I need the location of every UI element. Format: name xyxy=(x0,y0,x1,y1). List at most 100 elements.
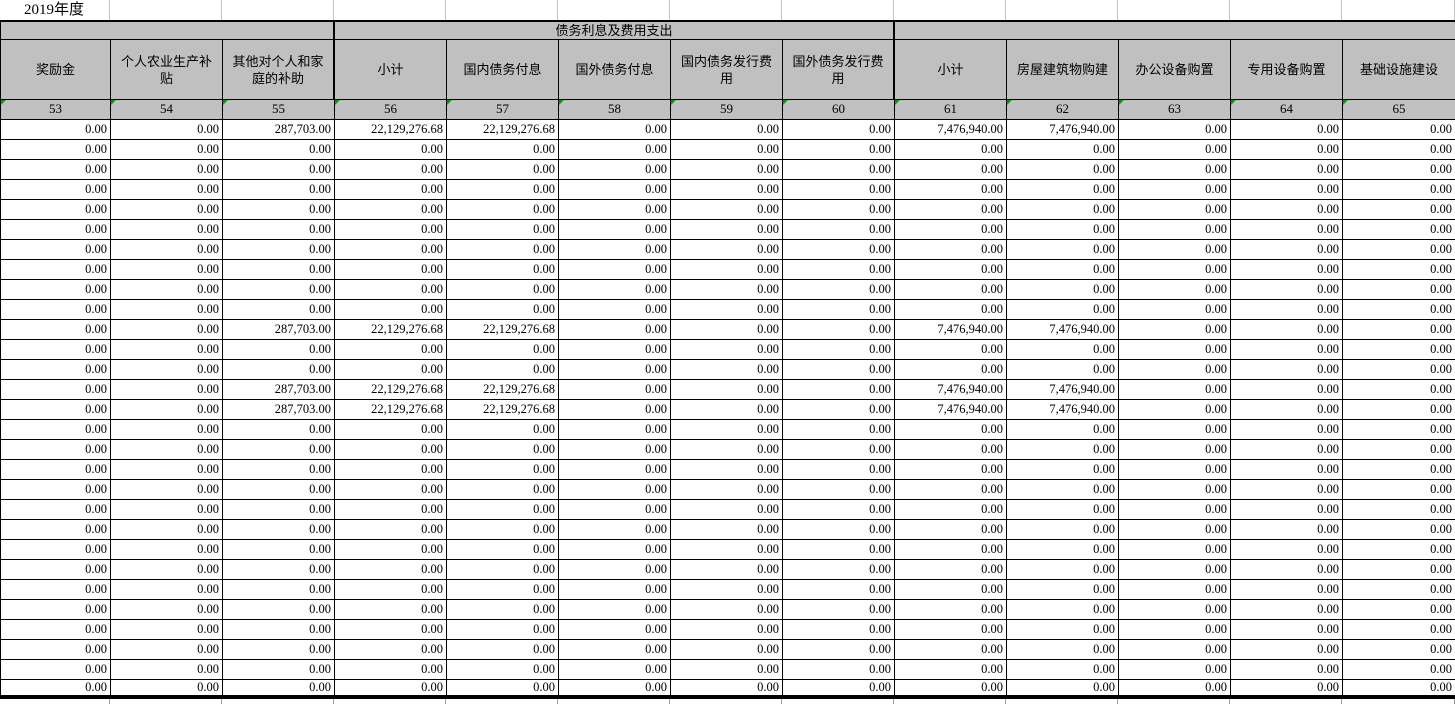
data-cell[interactable]: 0.00 xyxy=(335,360,447,380)
data-cell[interactable]: 0.00 xyxy=(223,220,335,240)
data-cell[interactable]: 0.00 xyxy=(1343,440,1455,460)
data-cell[interactable]: 0.00 xyxy=(783,560,895,580)
data-cell[interactable]: 0.00 xyxy=(1343,340,1455,360)
data-cell[interactable]: 0.00 xyxy=(559,360,671,380)
data-cell[interactable]: 0.00 xyxy=(1007,600,1119,620)
data-cell[interactable]: 0.00 xyxy=(1007,280,1119,300)
data-cell[interactable]: 0.00 xyxy=(223,540,335,560)
data-cell[interactable]: 0.00 xyxy=(335,220,447,240)
column-number-59[interactable]: 59 xyxy=(671,100,783,120)
data-cell[interactable]: 0.00 xyxy=(1231,320,1343,340)
data-cell[interactable]: 0.00 xyxy=(1007,300,1119,320)
data-cell[interactable]: 0.00 xyxy=(895,500,1007,520)
data-cell[interactable]: 0.00 xyxy=(1343,580,1455,600)
data-cell[interactable]: 0.00 xyxy=(1007,260,1119,280)
data-cell[interactable]: 0.00 xyxy=(1231,680,1343,696)
data-cell[interactable]: 0.00 xyxy=(1,320,111,340)
data-cell[interactable]: 0.00 xyxy=(1119,380,1231,400)
data-cell[interactable]: 0.00 xyxy=(223,180,335,200)
data-cell[interactable]: 0.00 xyxy=(559,200,671,220)
data-cell[interactable]: 0.00 xyxy=(1119,680,1231,696)
data-cell[interactable]: 0.00 xyxy=(1119,640,1231,660)
data-cell[interactable]: 0.00 xyxy=(1007,360,1119,380)
data-cell[interactable]: 0.00 xyxy=(335,620,447,640)
data-cell[interactable]: 0.00 xyxy=(671,460,783,480)
data-cell[interactable]: 0.00 xyxy=(559,180,671,200)
data-cell[interactable]: 22,129,276.68 xyxy=(335,320,447,340)
data-cell[interactable]: 0.00 xyxy=(559,600,671,620)
data-cell[interactable]: 0.00 xyxy=(1119,440,1231,460)
data-cell[interactable]: 0.00 xyxy=(335,560,447,580)
data-cell[interactable]: 0.00 xyxy=(671,500,783,520)
data-cell[interactable]: 0.00 xyxy=(447,580,559,600)
data-cell[interactable]: 0.00 xyxy=(1343,160,1455,180)
data-cell[interactable]: 0.00 xyxy=(671,220,783,240)
data-cell[interactable]: 0.00 xyxy=(559,480,671,500)
data-cell[interactable]: 0.00 xyxy=(783,380,895,400)
data-cell[interactable]: 0.00 xyxy=(783,400,895,420)
data-cell[interactable]: 0.00 xyxy=(111,380,223,400)
column-header-60[interactable]: 国外债务发行费用 xyxy=(783,40,895,100)
data-cell[interactable]: 0.00 xyxy=(447,560,559,580)
data-cell[interactable]: 0.00 xyxy=(783,620,895,640)
column-header-62[interactable]: 房屋建筑物购建 xyxy=(1007,40,1119,100)
data-cell[interactable]: 0.00 xyxy=(335,240,447,260)
data-cell[interactable]: 0.00 xyxy=(895,460,1007,480)
column-header-59[interactable]: 国内债务发行费用 xyxy=(671,40,783,100)
data-cell[interactable]: 0.00 xyxy=(1343,460,1455,480)
data-cell[interactable]: 0.00 xyxy=(671,260,783,280)
group-header-right[interactable] xyxy=(895,22,1455,39)
data-cell[interactable]: 0.00 xyxy=(783,260,895,280)
data-cell[interactable]: 0.00 xyxy=(111,300,223,320)
data-cell[interactable]: 0.00 xyxy=(671,400,783,420)
data-cell[interactable]: 0.00 xyxy=(895,180,1007,200)
data-cell[interactable]: 0.00 xyxy=(1119,480,1231,500)
data-cell[interactable]: 0.00 xyxy=(1343,560,1455,580)
data-cell[interactable]: 0.00 xyxy=(335,420,447,440)
data-cell[interactable]: 22,129,276.68 xyxy=(335,380,447,400)
data-cell[interactable]: 0.00 xyxy=(447,180,559,200)
data-cell[interactable]: 0.00 xyxy=(1231,400,1343,420)
data-cell[interactable]: 7,476,940.00 xyxy=(895,120,1007,140)
data-cell[interactable]: 0.00 xyxy=(1231,640,1343,660)
data-cell[interactable]: 0.00 xyxy=(111,200,223,220)
data-cell[interactable]: 0.00 xyxy=(783,300,895,320)
data-cell[interactable]: 7,476,940.00 xyxy=(1007,320,1119,340)
data-cell[interactable]: 0.00 xyxy=(111,360,223,380)
data-cell[interactable]: 0.00 xyxy=(1007,680,1119,696)
data-cell[interactable]: 22,129,276.68 xyxy=(447,400,559,420)
data-cell[interactable]: 0.00 xyxy=(1343,500,1455,520)
data-cell[interactable]: 0.00 xyxy=(223,580,335,600)
data-cell[interactable]: 0.00 xyxy=(447,460,559,480)
data-cell[interactable]: 22,129,276.68 xyxy=(447,380,559,400)
data-cell[interactable]: 0.00 xyxy=(1343,660,1455,680)
data-cell[interactable]: 0.00 xyxy=(895,220,1007,240)
data-cell[interactable]: 0.00 xyxy=(447,220,559,240)
data-cell[interactable]: 0.00 xyxy=(335,460,447,480)
data-cell[interactable]: 0.00 xyxy=(895,560,1007,580)
data-cell[interactable]: 0.00 xyxy=(895,480,1007,500)
data-cell[interactable]: 0.00 xyxy=(1,480,111,500)
data-cell[interactable]: 0.00 xyxy=(1007,560,1119,580)
data-cell[interactable]: 0.00 xyxy=(559,520,671,540)
data-cell[interactable]: 0.00 xyxy=(671,420,783,440)
column-header-57[interactable]: 国内债务付息 xyxy=(447,40,559,100)
data-cell[interactable]: 0.00 xyxy=(1,420,111,440)
data-cell[interactable]: 0.00 xyxy=(1,660,111,680)
data-cell[interactable]: 0.00 xyxy=(559,640,671,660)
data-cell[interactable]: 0.00 xyxy=(447,340,559,360)
data-cell[interactable]: 0.00 xyxy=(1119,340,1231,360)
data-cell[interactable]: 0.00 xyxy=(1007,140,1119,160)
data-cell[interactable]: 0.00 xyxy=(1119,280,1231,300)
data-cell[interactable]: 0.00 xyxy=(671,380,783,400)
data-cell[interactable]: 0.00 xyxy=(447,520,559,540)
data-cell[interactable]: 0.00 xyxy=(335,180,447,200)
data-cell[interactable]: 0.00 xyxy=(559,420,671,440)
column-header-55[interactable]: 其他对个人和家庭的补助 xyxy=(223,40,335,100)
column-header-56[interactable]: 小计 xyxy=(335,40,447,100)
data-cell[interactable]: 0.00 xyxy=(447,300,559,320)
data-cell[interactable]: 0.00 xyxy=(783,580,895,600)
data-cell[interactable]: 0.00 xyxy=(671,440,783,460)
data-cell[interactable]: 22,129,276.68 xyxy=(447,120,559,140)
data-cell[interactable]: 0.00 xyxy=(1119,220,1231,240)
